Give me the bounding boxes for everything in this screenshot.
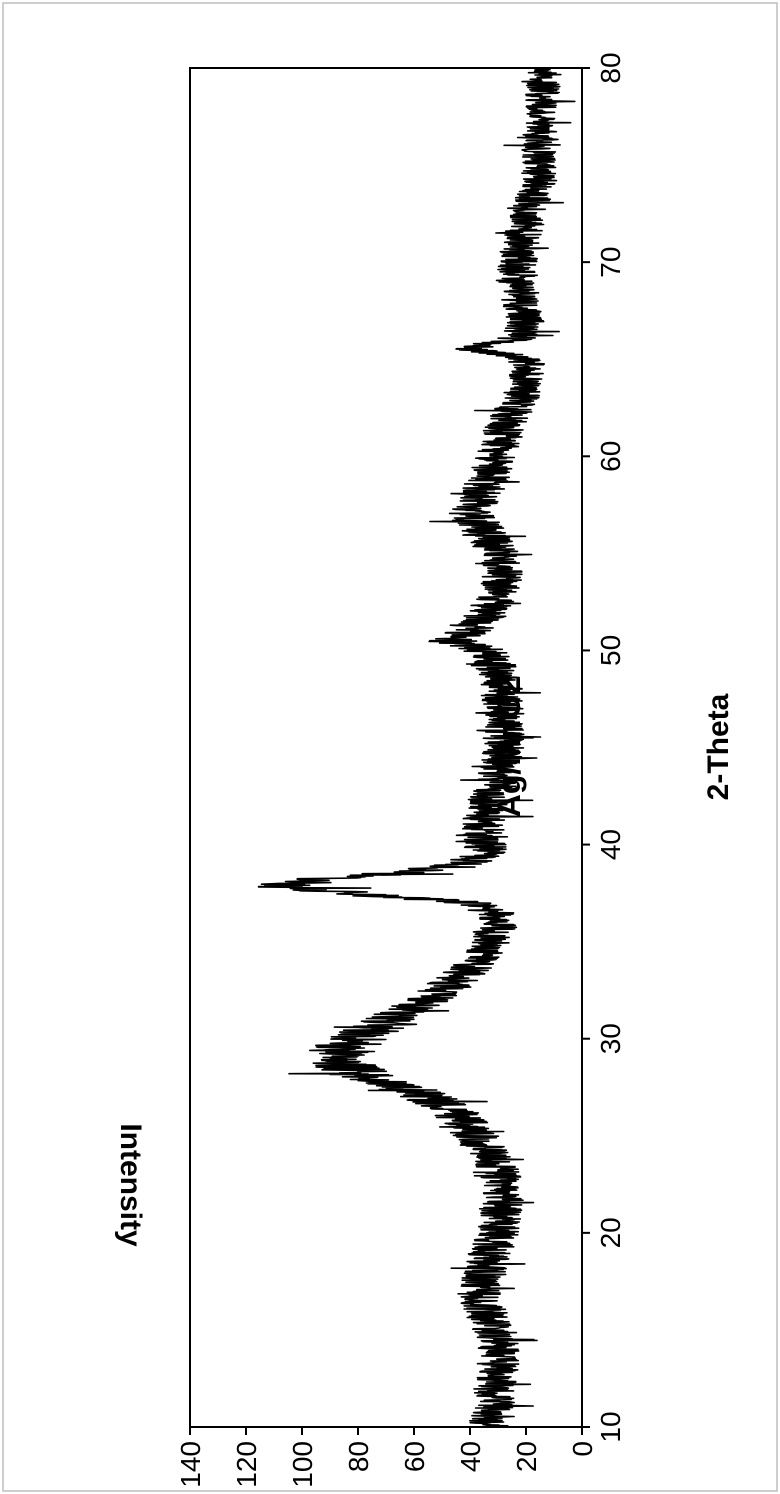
plot-border <box>189 67 583 1428</box>
x-tick-label: 40 <box>595 829 626 860</box>
y-tick-label: 140 <box>175 1441 206 1488</box>
y-tick-label: 100 <box>287 1441 318 1488</box>
x-tick-label: 50 <box>595 635 626 666</box>
x-tick-label: 60 <box>595 441 626 472</box>
y-axis-ticks: 0 20 40 60 80 100 120 140 <box>175 1427 598 1488</box>
y-axis-label: Intensity <box>114 1123 147 1247</box>
x-tick-label: 70 <box>595 247 626 278</box>
y-tick-label: 40 <box>455 1441 486 1472</box>
series-line <box>257 67 576 1428</box>
x-tick-label: 80 <box>595 52 626 83</box>
y-tick-label: 120 <box>231 1441 262 1488</box>
y-tick-label: 0 <box>567 1441 598 1457</box>
y-tick-label: 20 <box>511 1441 542 1472</box>
x-tick-label: 20 <box>595 1217 626 1248</box>
x-tick-label: 10 <box>595 1411 626 1442</box>
y-tick-label: 80 <box>343 1441 374 1472</box>
y-tick-label: 60 <box>399 1441 430 1472</box>
plot-area <box>189 67 583 1428</box>
x-axis-label: 2-Theta <box>702 693 735 800</box>
x-tick-label: 30 <box>595 1023 626 1054</box>
x-axis-ticks: 10 20 30 40 50 60 70 80 <box>582 52 626 1443</box>
chart-title: Ag/MnO2 <box>491 677 527 817</box>
